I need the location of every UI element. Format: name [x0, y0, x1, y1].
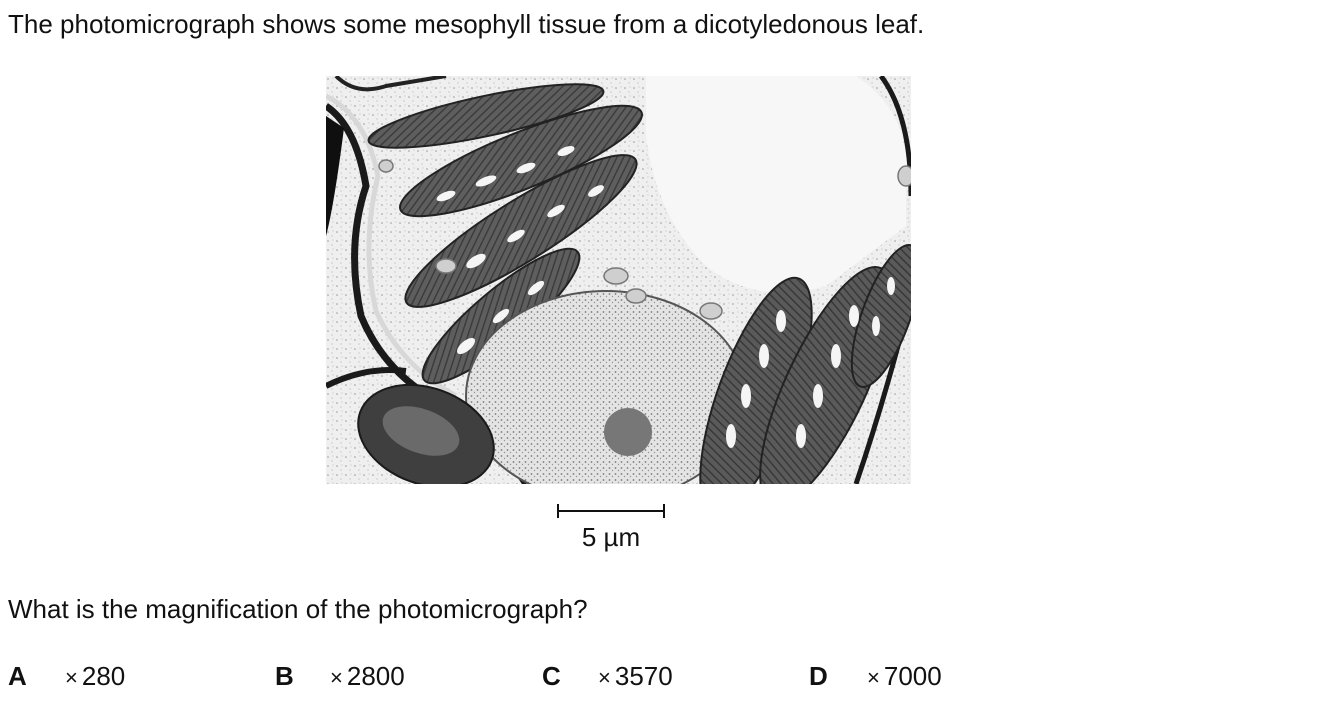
question-prompt: What is the magnification of the photomi… [8, 594, 588, 624]
magnification-value: 3570 [614, 661, 673, 691]
option-value: × 7000 [867, 659, 942, 695]
option-value: × 280 [65, 659, 125, 695]
mesophyll-photomicrograph [326, 76, 911, 484]
option-value: × 3570 [598, 659, 673, 695]
magnification-value: 280 [81, 661, 126, 691]
option-value: × 2800 [330, 659, 405, 695]
option-letter: D [809, 661, 828, 691]
question-intro: The photomicrograph shows some mesophyll… [8, 9, 925, 39]
answer-option-c[interactable]: C × 3570 [542, 659, 702, 693]
option-letter: B [275, 661, 294, 691]
magnification-value: 7000 [883, 661, 942, 691]
times-sign: × [65, 665, 78, 690]
scale-bar [557, 503, 665, 519]
magnification-value: 2800 [346, 661, 405, 691]
answer-option-a[interactable]: A × 280 [8, 659, 148, 693]
scale-bar-right-tick [663, 504, 665, 518]
scale-bar-line [557, 510, 665, 512]
scale-bar-left-tick [557, 504, 559, 518]
times-sign: × [867, 665, 880, 690]
times-sign: × [330, 665, 343, 690]
option-letter: A [8, 661, 27, 691]
option-letter: C [542, 661, 561, 691]
answer-option-b[interactable]: B × 2800 [275, 659, 435, 693]
answer-option-d[interactable]: D × 7000 [809, 659, 969, 693]
times-sign: × [598, 665, 611, 690]
scale-bar-label: 5 µm [581, 522, 641, 552]
